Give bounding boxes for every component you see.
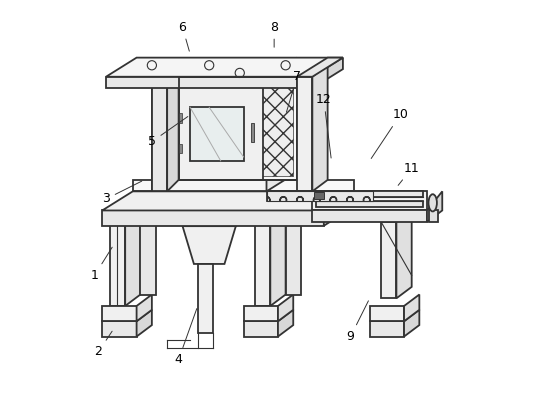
Polygon shape	[182, 80, 293, 176]
Polygon shape	[244, 306, 278, 321]
Polygon shape	[152, 77, 167, 191]
Polygon shape	[136, 295, 152, 321]
Text: 9: 9	[346, 301, 368, 343]
Polygon shape	[370, 306, 404, 321]
Polygon shape	[266, 191, 374, 201]
Polygon shape	[106, 77, 312, 88]
Polygon shape	[270, 199, 286, 306]
Polygon shape	[198, 264, 213, 333]
Text: 8: 8	[270, 21, 278, 47]
Polygon shape	[312, 65, 328, 191]
Polygon shape	[316, 201, 423, 207]
Polygon shape	[110, 211, 125, 306]
Polygon shape	[106, 58, 343, 77]
Bar	[179, 144, 182, 153]
Bar	[251, 123, 254, 142]
Polygon shape	[244, 321, 278, 337]
Polygon shape	[179, 80, 263, 180]
Text: 6: 6	[179, 21, 189, 51]
Ellipse shape	[429, 194, 437, 211]
Polygon shape	[312, 58, 343, 88]
Text: 3: 3	[102, 181, 142, 205]
Polygon shape	[266, 58, 297, 191]
Text: 7: 7	[286, 70, 301, 112]
Polygon shape	[397, 211, 411, 298]
Polygon shape	[266, 191, 374, 201]
Polygon shape	[404, 310, 419, 337]
Text: 10: 10	[371, 108, 408, 158]
Polygon shape	[312, 191, 427, 211]
Polygon shape	[140, 199, 156, 295]
Polygon shape	[133, 180, 354, 191]
Polygon shape	[136, 310, 152, 337]
Polygon shape	[297, 77, 312, 191]
Polygon shape	[324, 191, 354, 226]
Polygon shape	[102, 306, 136, 321]
Polygon shape	[381, 222, 397, 298]
Polygon shape	[167, 65, 179, 191]
Polygon shape	[370, 321, 404, 337]
Text: 1: 1	[91, 247, 112, 282]
Polygon shape	[255, 211, 270, 306]
Polygon shape	[190, 107, 244, 161]
Text: 11: 11	[398, 162, 419, 185]
Text: 12: 12	[316, 93, 332, 158]
Polygon shape	[102, 191, 354, 211]
Polygon shape	[316, 191, 423, 197]
Polygon shape	[429, 211, 439, 222]
Bar	[314, 192, 324, 199]
Polygon shape	[125, 199, 140, 306]
Polygon shape	[102, 321, 136, 337]
Polygon shape	[404, 295, 419, 321]
Polygon shape	[179, 77, 297, 180]
Polygon shape	[297, 58, 343, 77]
Bar	[179, 113, 182, 123]
Text: 4: 4	[175, 308, 197, 366]
Polygon shape	[278, 310, 293, 337]
Text: 5: 5	[148, 117, 188, 148]
Polygon shape	[182, 226, 236, 264]
Polygon shape	[312, 211, 427, 222]
Text: 2: 2	[94, 331, 112, 358]
Polygon shape	[102, 211, 324, 226]
Polygon shape	[152, 77, 266, 191]
Polygon shape	[286, 199, 301, 295]
Polygon shape	[278, 295, 293, 321]
Polygon shape	[427, 191, 442, 222]
